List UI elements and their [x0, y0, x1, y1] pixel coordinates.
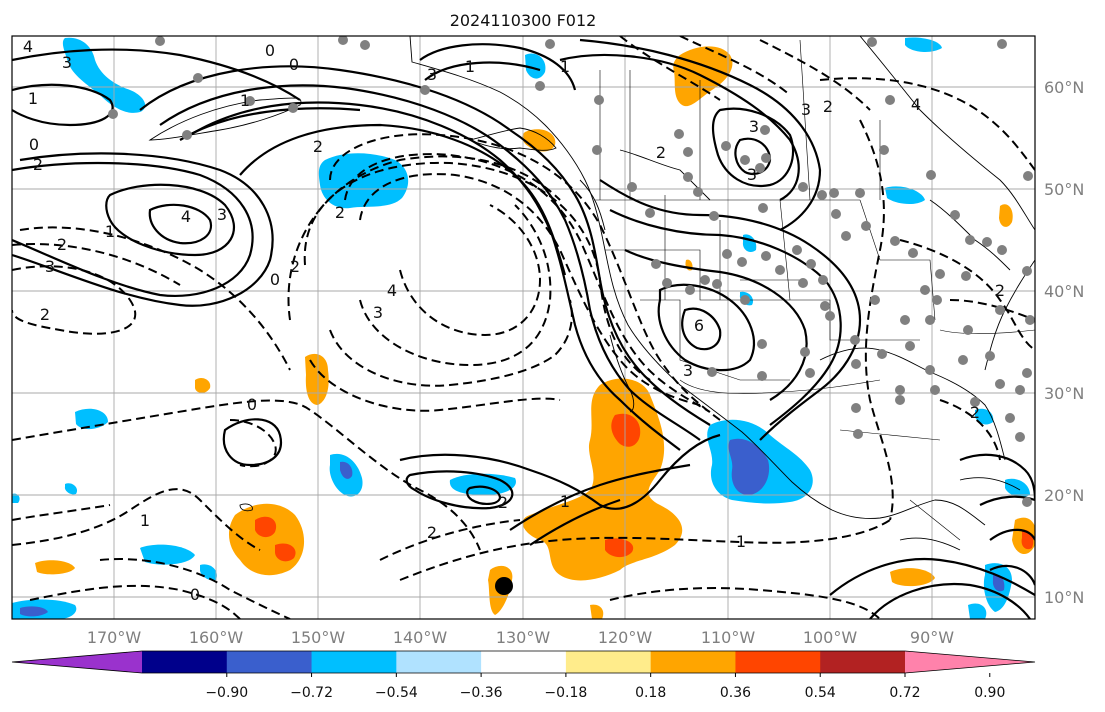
svg-text:2: 2	[40, 305, 50, 324]
svg-text:2: 2	[313, 137, 323, 156]
svg-text:3: 3	[217, 205, 227, 224]
colorbar-tick-label: −0.72	[290, 685, 333, 701]
svg-text:120°W: 120°W	[598, 628, 653, 647]
colorbar-extend-high	[905, 651, 1035, 673]
colorbar-cell	[481, 651, 567, 673]
svg-text:0: 0	[265, 41, 275, 60]
colorbar-cell	[565, 651, 652, 673]
colorbar-tick-label: 0.36	[720, 685, 751, 701]
svg-text:3: 3	[62, 53, 72, 72]
map-background	[12, 36, 1035, 619]
svg-text:170°W: 170°W	[87, 628, 142, 647]
svg-text:40°N: 40°N	[1044, 282, 1084, 301]
colorbar-extend-low	[12, 651, 142, 673]
colorbar-cell	[142, 651, 228, 673]
colorbar-tick-label: −0.36	[460, 685, 503, 701]
svg-text:0: 0	[270, 270, 280, 289]
colorbar-tick-label: −0.54	[375, 685, 418, 701]
svg-text:2: 2	[498, 493, 508, 512]
svg-text:20°N: 20°N	[1044, 486, 1084, 505]
svg-text:3: 3	[801, 100, 811, 119]
map-title: 2024110300 F012	[450, 11, 597, 30]
colorbar-outline	[11, 650, 1036, 674]
colorbar-tick-label: 0.54	[805, 685, 836, 701]
svg-text:1: 1	[736, 532, 746, 551]
svg-text:0: 0	[190, 585, 200, 604]
svg-text:1: 1	[465, 57, 475, 76]
svg-text:130°W: 130°W	[496, 628, 551, 647]
longitude-labels: 170°W 160°W 150°W 140°W 130°W 120°W 110°…	[87, 628, 954, 647]
svg-text:4: 4	[911, 95, 921, 114]
svg-text:140°W: 140°W	[393, 628, 448, 647]
svg-text:100°W: 100°W	[803, 628, 858, 647]
svg-text:1: 1	[28, 89, 38, 108]
svg-text:90°W: 90°W	[910, 628, 954, 647]
svg-text:2: 2	[335, 203, 345, 222]
svg-text:3: 3	[749, 117, 759, 136]
svg-text:1: 1	[560, 57, 570, 76]
colorbar-tick-label: −0.18	[544, 685, 587, 701]
svg-text:2: 2	[995, 281, 1005, 300]
svg-text:0: 0	[29, 135, 39, 154]
svg-text:0: 0	[247, 395, 257, 414]
svg-text:1: 1	[560, 492, 570, 511]
colorbar: −0.90 −0.72 −0.54 −0.36 −0.18 0.18 0.36 0.54 0.7…	[11, 650, 1036, 701]
svg-text:160°W: 160°W	[189, 628, 244, 647]
colorbar-tick-label: 0.90	[974, 685, 1005, 701]
colorbar-cell	[226, 651, 313, 673]
colorbar-cells	[11, 650, 1036, 674]
svg-text:50°N: 50°N	[1044, 180, 1084, 199]
svg-text:3: 3	[683, 361, 693, 380]
svg-text:1: 1	[240, 91, 250, 110]
svg-text:2: 2	[970, 403, 980, 422]
svg-text:0: 0	[289, 55, 299, 74]
map-frame	[11, 35, 1036, 620]
svg-text:3: 3	[427, 65, 437, 84]
svg-text:6: 6	[694, 316, 704, 335]
latitude-labels: 60°N 50°N 40°N 30°N 20°N 10°N	[1044, 78, 1084, 607]
colorbar-tick-label: 0.18	[635, 685, 666, 701]
colorbar-tick-label: −0.90	[205, 685, 248, 701]
svg-text:2: 2	[33, 155, 43, 174]
colorbar-cell	[311, 651, 397, 673]
positive-contours	[12, 38, 1035, 619]
svg-text:1: 1	[140, 511, 150, 530]
svg-text:2: 2	[290, 257, 300, 276]
svg-text:4: 4	[387, 281, 397, 300]
svg-text:30°N: 30°N	[1044, 384, 1084, 403]
svg-text:2: 2	[656, 143, 666, 162]
map-panel: 4 3 0 0 1 0 2 4 3 3 2 2 3 1 2 2 2 1 3 2	[11, 35, 1084, 647]
svg-text:10°N: 10°N	[1044, 588, 1084, 607]
svg-text:2: 2	[427, 523, 437, 542]
colorbar-ticks: −0.90 −0.72 −0.54 −0.36 −0.18 0.18 0.36 0.54 0.7…	[205, 673, 1005, 701]
svg-text:3: 3	[45, 257, 55, 276]
colorbar-cell	[396, 651, 482, 673]
observation-stations	[108, 36, 1035, 507]
contour-labels: 4 3 0 0 1 0 2 4 3 3 2 2 3 1 2 2 2 1 3 2	[23, 37, 1005, 604]
svg-text:150°W: 150°W	[291, 628, 346, 647]
svg-text:4: 4	[181, 207, 191, 226]
svg-text:2: 2	[57, 235, 67, 254]
svg-text:3: 3	[373, 303, 383, 322]
colorbar-cell	[735, 651, 821, 673]
svg-text:110°W: 110°W	[701, 628, 756, 647]
svg-text:3: 3	[747, 165, 757, 184]
negative-anomaly-shading	[12, 37, 1030, 619]
colorbar-cell	[820, 651, 906, 673]
political-borders	[595, 39, 1035, 541]
svg-text:2: 2	[823, 97, 833, 116]
negative-contours	[12, 36, 1035, 619]
colorbar-tick-label: 0.72	[889, 685, 920, 701]
svg-text:4: 4	[23, 37, 33, 56]
colorbar-cell	[650, 651, 736, 673]
svg-text:1: 1	[105, 222, 115, 241]
svg-text:60°N: 60°N	[1044, 78, 1084, 97]
black-marker-dot	[495, 577, 513, 595]
